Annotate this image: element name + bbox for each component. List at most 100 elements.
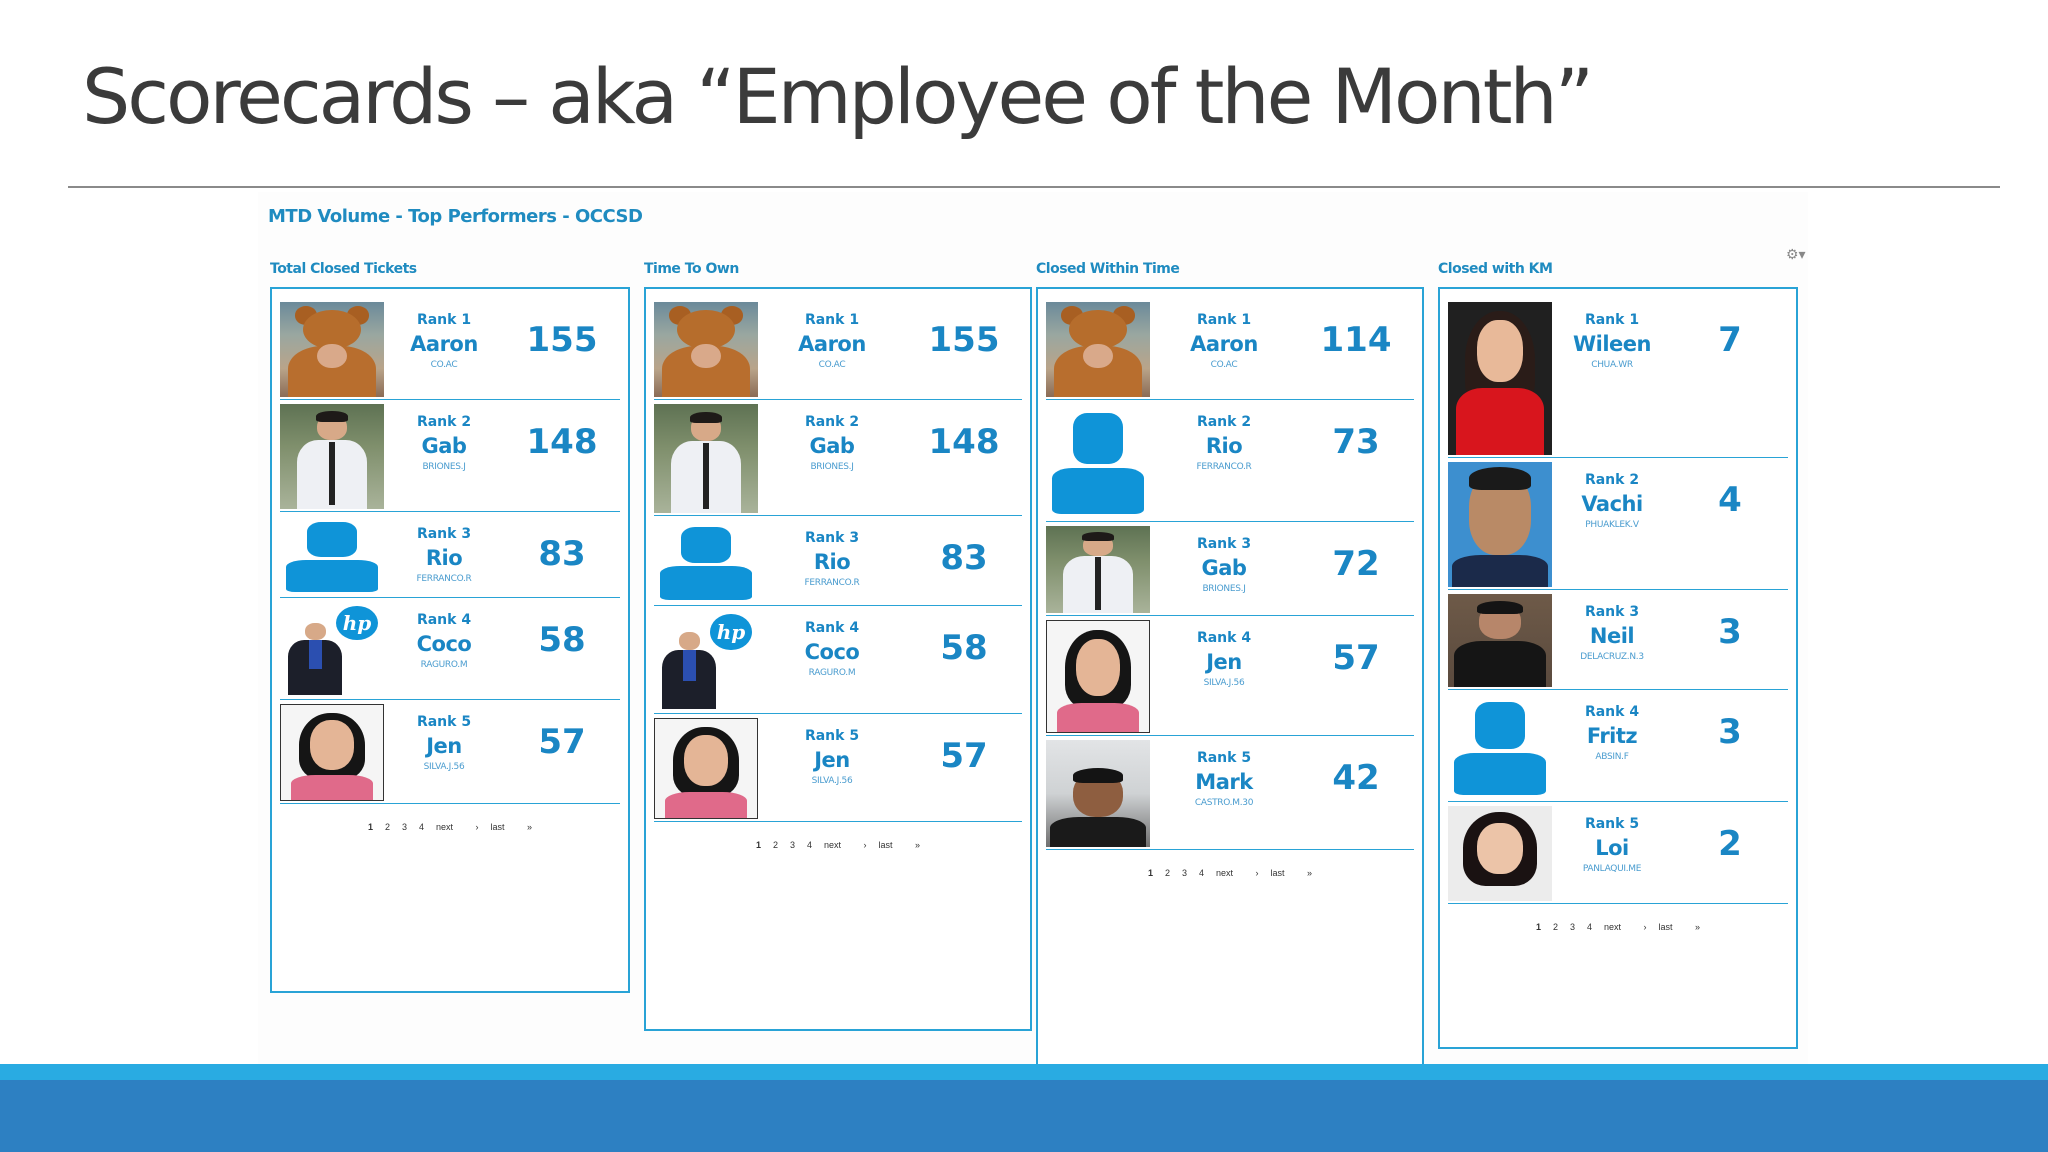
page-link[interactable]: 3 bbox=[401, 822, 407, 832]
leaderboard-row: Rank 1 Aaron CO.AC 114 bbox=[1046, 298, 1414, 400]
employee-id: FERRANCO.R bbox=[804, 578, 860, 588]
employee-info: Rank 1 Aaron CO.AC bbox=[758, 298, 906, 399]
next-page-link[interactable]: next › bbox=[1216, 868, 1259, 878]
employee-info: Rank 5 Loi PANLAQUI.ME bbox=[1552, 802, 1672, 903]
employee-id: SILVA.J.56 bbox=[1203, 678, 1245, 688]
employee-name: Loi bbox=[1595, 836, 1629, 860]
employee-name: Vachi bbox=[1581, 492, 1643, 516]
employee-id: PHUAKLEK.V bbox=[1585, 520, 1639, 530]
gear-icon[interactable]: ⚙▾ bbox=[1786, 246, 1806, 262]
page-link[interactable]: 1 bbox=[1147, 868, 1153, 878]
next-page-link[interactable]: next › bbox=[1604, 922, 1647, 932]
page-link[interactable]: 2 bbox=[1552, 922, 1558, 932]
employee-info: Rank 5 Jen SILVA.J.56 bbox=[384, 700, 504, 803]
page-link[interactable]: 2 bbox=[384, 822, 390, 832]
rank-label: Rank 4 bbox=[804, 620, 860, 636]
employee-name: Jen bbox=[426, 734, 462, 758]
leaderboard-row: Rank 5 Jen SILVA.J.56 57 bbox=[654, 714, 1022, 822]
score-value: 58 bbox=[940, 628, 988, 668]
employee-photo: hp bbox=[654, 610, 758, 711]
page-link[interactable]: 1 bbox=[755, 840, 761, 850]
employee-photo bbox=[280, 302, 384, 397]
employee-id: FERRANCO.R bbox=[416, 574, 472, 584]
last-page-link[interactable]: last » bbox=[1658, 922, 1701, 932]
employee-name: Neil bbox=[1589, 624, 1635, 648]
employee-name: Rio bbox=[425, 546, 463, 570]
page-link[interactable]: 4 bbox=[807, 840, 813, 850]
pagination: 1 2 3 4 next › last » bbox=[1046, 868, 1414, 878]
score-value: 3 bbox=[1718, 712, 1742, 752]
employee-photo bbox=[1046, 620, 1150, 733]
employee-photo bbox=[1448, 302, 1552, 455]
leaderboard-panel: Closed Within Time Rank 1 Aaron CO.AC 11… bbox=[1036, 261, 1424, 1069]
score-value: 155 bbox=[526, 320, 598, 360]
dashboard-title: MTD Volume - Top Performers - OCCSD bbox=[268, 206, 643, 227]
rank-label: Rank 5 bbox=[1584, 816, 1640, 832]
rank-label: Rank 2 bbox=[416, 414, 472, 430]
score-value: 83 bbox=[538, 534, 586, 574]
employee-id: BRIONES.J bbox=[1202, 584, 1246, 594]
next-page-link[interactable]: next › bbox=[436, 822, 479, 832]
page-link[interactable]: 2 bbox=[1164, 868, 1170, 878]
employee-id: CO.AC bbox=[430, 360, 458, 370]
next-page-link[interactable]: next › bbox=[824, 840, 867, 850]
page-link[interactable]: 3 bbox=[789, 840, 795, 850]
rank-label: Rank 5 bbox=[416, 714, 472, 730]
employee-name: Wileen bbox=[1573, 332, 1652, 356]
employee-id: RAGURO.M bbox=[808, 668, 856, 678]
last-page-link[interactable]: last » bbox=[878, 840, 921, 850]
score-value: 4 bbox=[1718, 480, 1742, 520]
rank-label: Rank 5 bbox=[804, 728, 860, 744]
score-value: 57 bbox=[538, 722, 586, 762]
last-page-link[interactable]: last » bbox=[1270, 868, 1313, 878]
leaderboard-row: hp Rank 4 Coco RAGURO.M 58 bbox=[280, 598, 620, 700]
panel-title: Closed with KM bbox=[1438, 261, 1553, 277]
page-link[interactable]: 4 bbox=[1199, 868, 1205, 878]
employee-photo bbox=[654, 520, 758, 603]
pagination: 1 2 3 4 next › last » bbox=[280, 822, 620, 832]
score-value: 148 bbox=[928, 422, 1000, 462]
employee-info: Rank 3 Rio FERRANCO.R bbox=[384, 512, 504, 597]
employee-photo bbox=[1448, 806, 1552, 901]
leaderboard-panel: Time To Own Rank 1 Aaron CO.AC 155 Rank … bbox=[644, 261, 1032, 1031]
employee-id: BRIONES.J bbox=[810, 462, 854, 472]
page-link[interactable]: 3 bbox=[1181, 868, 1187, 878]
rank-label: Rank 3 bbox=[1196, 536, 1252, 552]
employee-photo bbox=[1448, 462, 1552, 587]
employee-photo bbox=[1046, 740, 1150, 847]
score-value: 2 bbox=[1718, 824, 1742, 864]
page-link[interactable]: 1 bbox=[367, 822, 373, 832]
panel-box: Rank 1 Aaron CO.AC 114 Rank 2 Rio FERRAN… bbox=[1036, 287, 1424, 1069]
score-value: 148 bbox=[526, 422, 598, 462]
employee-info: Rank 2 Vachi PHUAKLEK.V bbox=[1552, 458, 1672, 589]
page-link[interactable]: 4 bbox=[1587, 922, 1593, 932]
page-link[interactable]: 4 bbox=[419, 822, 425, 832]
page-link[interactable]: 2 bbox=[772, 840, 778, 850]
leaderboard-row: Rank 2 Rio FERRANCO.R 73 bbox=[1046, 400, 1414, 522]
employee-photo bbox=[654, 302, 758, 397]
employee-id: DELACRUZ.N.3 bbox=[1580, 652, 1644, 662]
employee-info: Rank 4 Coco RAGURO.M bbox=[384, 598, 504, 699]
page-link[interactable]: 3 bbox=[1569, 922, 1575, 932]
score-value: 114 bbox=[1320, 320, 1392, 360]
employee-id: PANLAQUI.ME bbox=[1582, 864, 1642, 874]
employee-name: Gab bbox=[1201, 556, 1247, 580]
score-value: 73 bbox=[1332, 422, 1380, 462]
last-page-link[interactable]: last » bbox=[490, 822, 533, 832]
page-link[interactable]: 1 bbox=[1535, 922, 1541, 932]
rank-label: Rank 4 bbox=[1196, 630, 1252, 646]
rank-label: Rank 1 bbox=[1196, 312, 1252, 328]
rank-label: Rank 3 bbox=[416, 526, 472, 542]
panel-box: Rank 1 Aaron CO.AC 155 Rank 2 Gab BRIONE… bbox=[270, 287, 630, 993]
rank-label: Rank 1 bbox=[804, 312, 860, 328]
employee-info: Rank 4 Fritz ABSIN.F bbox=[1552, 690, 1672, 801]
pagination: 1 2 3 4 next › last » bbox=[1448, 922, 1788, 932]
employee-name: Aaron bbox=[410, 332, 478, 356]
employee-name: Aaron bbox=[1190, 332, 1258, 356]
employee-photo bbox=[654, 718, 758, 819]
score-value: 57 bbox=[940, 736, 988, 776]
employee-id: CASTRO.M.30 bbox=[1194, 798, 1254, 808]
employee-photo bbox=[1046, 526, 1150, 613]
score-value: 7 bbox=[1718, 320, 1742, 360]
leaderboard-row: Rank 3 Rio FERRANCO.R 83 bbox=[654, 516, 1022, 606]
